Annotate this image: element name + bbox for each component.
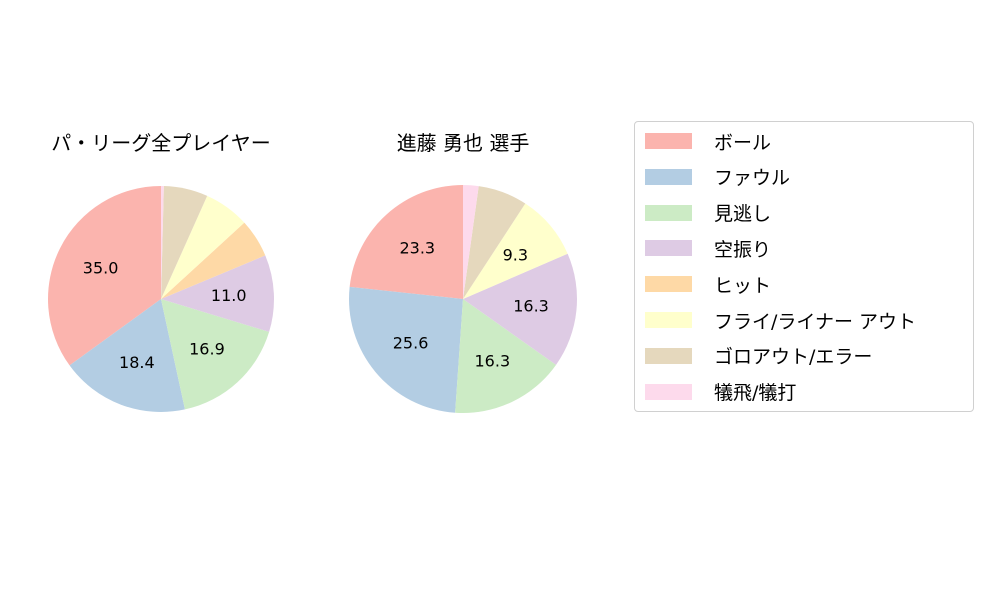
slice-label: 9.3 xyxy=(503,245,528,264)
legend-label: 見逃し xyxy=(714,203,772,226)
pie-slice xyxy=(161,186,208,299)
legend-swatch xyxy=(645,347,692,364)
pie-slice xyxy=(161,299,270,410)
legend-item: ボール xyxy=(645,129,772,154)
legend-swatch xyxy=(645,312,692,328)
pie-title-player: 進藤 勇也 選手 xyxy=(396,131,530,155)
pie-chart-player: 23.3 25.6 16.3 16.3 9.3 xyxy=(349,185,577,413)
pie-slice xyxy=(463,203,568,299)
legend-label: ゴロアウト/エラー xyxy=(714,346,873,369)
slice-label: 16.3 xyxy=(475,351,511,370)
pie-slice xyxy=(463,185,479,299)
legend-label: ボール xyxy=(714,131,772,154)
pie-title-league: パ・リーグ全プレイヤー xyxy=(51,131,271,155)
legend-label: 犠飛/犠打 xyxy=(714,382,797,405)
pie-slice xyxy=(161,222,266,299)
legend-swatch xyxy=(645,383,692,400)
pie-slice xyxy=(161,186,164,299)
legend-swatch xyxy=(645,204,692,221)
pie-slice xyxy=(455,299,557,413)
pie-slice xyxy=(463,253,577,365)
legend: ボールファウル見逃し空振りヒットフライ/ライナー アウト ゴロアウト/エラー 犠飛/… xyxy=(634,121,974,412)
slice-label: 35.0 xyxy=(83,259,119,278)
legend-swatch xyxy=(645,276,692,293)
slice-label: 11.0 xyxy=(211,286,247,305)
legend-label: ヒット xyxy=(714,274,772,297)
legend-swatch xyxy=(645,240,692,257)
legend-swatch xyxy=(645,168,692,185)
slice-label: 18.4 xyxy=(119,353,155,372)
legend-item: ヒット xyxy=(645,272,772,297)
pie-slice xyxy=(161,195,245,299)
pie-slice xyxy=(349,185,463,299)
pie-chart-league: 35.0 18.4 16.9 11.0 xyxy=(47,186,274,412)
legend-item: フライ/ライナー アウト xyxy=(645,308,917,333)
slice-label: 25.6 xyxy=(393,333,429,352)
pie-slice xyxy=(161,255,274,332)
legend-swatch xyxy=(645,133,692,149)
pie-slice xyxy=(349,286,463,413)
slice-label: 23.3 xyxy=(399,239,435,258)
legend-label: 空振り xyxy=(714,238,772,261)
slice-label: 16.3 xyxy=(513,297,549,316)
legend-label: ファウル xyxy=(714,167,791,190)
legend-item: 見逃し xyxy=(645,201,771,225)
legend-item: ファウル xyxy=(645,165,790,189)
pie-slice xyxy=(463,186,526,299)
legend-item: 空振り xyxy=(645,236,772,261)
legend-item: 犠飛/犠打 xyxy=(645,380,796,404)
pie-slice xyxy=(69,299,185,412)
pie-slice xyxy=(47,186,161,366)
legend-item: ゴロアウト/エラー xyxy=(645,344,872,368)
legend-label: フライ/ライナー アウト xyxy=(714,310,917,333)
slice-label: 16.9 xyxy=(189,339,225,358)
